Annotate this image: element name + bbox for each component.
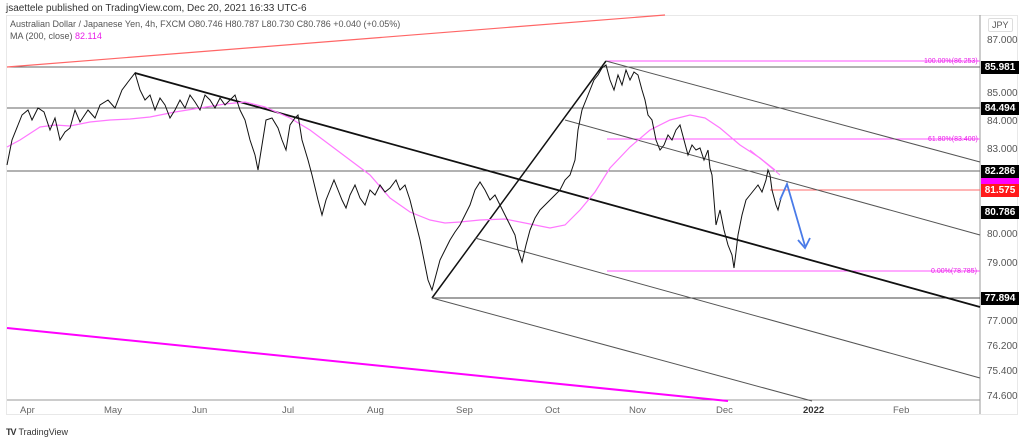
price-tick: 76.200 [987, 341, 1018, 352]
ma-segment [749, 149, 781, 176]
price-tick: 83.000 [987, 144, 1018, 155]
price-tick: 85.000 [987, 88, 1018, 99]
price-tick: 75.400 [987, 366, 1018, 377]
price-tag-85981: 85.981 [981, 61, 1019, 74]
fib-label-100: 100.00%(86.253) [924, 58, 978, 65]
pitchfork-outer[interactable] [431, 297, 813, 402]
price-tick: 80.000 [987, 229, 1018, 240]
price-tick: 77.000 [987, 316, 1018, 327]
price-tag-82286: 82.286 [981, 165, 1019, 178]
time-label: Sep [456, 405, 473, 416]
price-tick: 87.000 [987, 35, 1018, 46]
time-label: Feb [893, 405, 910, 416]
currency-badge[interactable]: JPY [988, 18, 1013, 32]
time-label: Aug [367, 405, 384, 416]
price-tick: 84.000 [987, 116, 1018, 127]
ma-value: 82.114 [75, 31, 102, 41]
price-line[interactable] [6, 64, 783, 292]
ma-200-line[interactable] [6, 101, 776, 229]
price-tag-84494: 84.494 [981, 102, 1019, 115]
price-tag-last: 80.786 [981, 206, 1019, 219]
time-label: Apr [20, 405, 35, 416]
time-label: Oct [545, 405, 560, 416]
publisher-line: jsaettele published on TradingView.com, … [6, 3, 307, 14]
time-label: May [104, 405, 122, 416]
time-label: Nov [629, 405, 646, 416]
price-tag-77894: 77.894 [981, 292, 1019, 305]
price-tag-ma [981, 178, 1019, 184]
tradingview-logo-icon: TV [6, 427, 16, 437]
pitchfork-median[interactable] [564, 119, 981, 236]
tradingview-brand: TradingView [18, 427, 69, 437]
ma-line: MA (200, close) 82.114 [10, 30, 400, 42]
price-tick: 79.000 [987, 258, 1018, 269]
fib-label-0: 0.00%(78.785) [931, 268, 977, 275]
tradingview-logo[interactable]: TV TradingView [6, 427, 68, 437]
projection-arrow[interactable] [779, 181, 806, 247]
red-trendline[interactable] [6, 14, 666, 68]
pitchfork-lower[interactable] [474, 237, 981, 379]
fib-label-618: 61.80%(83.400) [928, 136, 978, 143]
time-label: Jul [282, 405, 295, 416]
chart-frame[interactable] [6, 15, 1018, 415]
time-label-year: 2022 [803, 405, 825, 416]
price-tag-81575: 81.575 [981, 184, 1019, 197]
price-tick: 74.600 [987, 391, 1018, 402]
pitchfork-handle[interactable] [431, 60, 607, 299]
chart-legend: Australian Dollar / Japanese Yen, 4h, FX… [10, 18, 400, 42]
ma-label: MA (200, close) [10, 31, 73, 41]
time-label: Jun [192, 405, 208, 416]
pitchfork-upper[interactable] [605, 60, 981, 163]
symbol-line: Australian Dollar / Japanese Yen, 4h, FX… [10, 19, 401, 29]
magenta-trendline[interactable] [6, 327, 729, 402]
arrow-head-icon [797, 237, 811, 250]
time-label: Dec [716, 405, 733, 416]
